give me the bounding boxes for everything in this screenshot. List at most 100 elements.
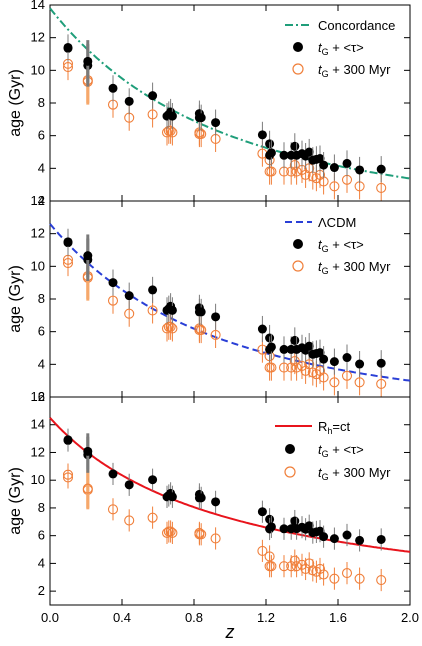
open-point: [318, 372, 329, 383]
y-tick-label: 4: [38, 356, 45, 371]
filled-point: [211, 312, 221, 322]
filled-point: [148, 285, 158, 295]
filled-point: [257, 130, 267, 140]
panel-2-filled-points: [63, 228, 386, 378]
open-point: [289, 160, 300, 171]
legend-open-marker: [292, 63, 304, 75]
filled-point: [279, 524, 289, 534]
filled-point: [319, 354, 329, 364]
open-point: [376, 574, 387, 586]
open-point: [329, 181, 340, 192]
panel-1-y-label: age (Gyr): [7, 69, 24, 137]
filled-point: [290, 141, 300, 151]
panel-2-frame: [49, 200, 411, 398]
legend-open-marker: [292, 260, 304, 272]
y-tick-label: 8: [38, 291, 45, 306]
open-point: [318, 569, 329, 580]
legend-filled-label: tG + <τ>: [318, 237, 364, 254]
filled-point: [376, 164, 386, 174]
open-point: [266, 166, 277, 177]
filled-point: [63, 237, 73, 247]
filled-point: [304, 521, 314, 531]
x-tick-label: 2.0: [401, 610, 419, 625]
open-point: [311, 566, 322, 577]
y-tick-label: 6: [38, 324, 45, 339]
y-tick-label: 14: [31, 0, 45, 12]
filled-point: [124, 480, 134, 490]
filled-point: [167, 492, 177, 502]
filled-point: [211, 118, 221, 128]
legend-filled-marker: [293, 239, 303, 249]
y-tick-label: 8: [38, 500, 45, 515]
open-point: [196, 324, 207, 336]
open-point: [278, 561, 290, 572]
filled-point: [342, 353, 352, 363]
filled-point: [329, 357, 339, 367]
open-point: [147, 512, 158, 523]
filled-point: [211, 497, 221, 507]
open-point: [329, 377, 340, 388]
x-tick-label: 1.2: [257, 610, 275, 625]
y-tick-label: 12: [31, 30, 45, 45]
open-point: [107, 295, 119, 306]
open-point: [124, 515, 135, 526]
filled-point: [342, 158, 352, 168]
panel-lcdm: age (Gyr) 2 4 6 8 10 12 14 ΛCDM tG + <τ> tG + …: [7, 193, 411, 404]
panel-3-y-label: age (Gyr): [7, 467, 24, 535]
panel-3-open-points: [62, 463, 387, 592]
panel-concordance: age (Gyr) 2 4 6 8 10 12 14 Concordance tG + <τ…: [7, 0, 411, 208]
open-point: [165, 526, 176, 537]
filled-point: [196, 493, 206, 503]
legend-open-label: tG + 300 Myr: [318, 465, 391, 482]
y-tick-label: 14: [31, 193, 45, 208]
legend-rhct-label: Rh=ct: [318, 419, 350, 436]
filled-point: [148, 475, 158, 485]
panel-1-model-curve: [49, 7, 411, 180]
legend-lcdm-label: ΛCDM: [318, 215, 356, 230]
filled-point: [124, 291, 134, 301]
y-tick-label: 10: [31, 472, 45, 487]
open-point: [147, 305, 158, 316]
y-tick-label: 4: [38, 160, 45, 175]
filled-point: [319, 532, 329, 542]
y-tick-label: 12: [31, 444, 45, 459]
filled-point: [376, 534, 386, 544]
open-point: [341, 568, 353, 579]
y-tick-label: 6: [38, 528, 45, 543]
open-point: [165, 125, 176, 136]
open-point: [300, 563, 311, 574]
panel-3-y-ticks: 2 4 6 8 10 12 14 16: [31, 389, 411, 605]
open-point: [286, 561, 297, 572]
filled-point: [355, 535, 365, 545]
model-curve: [49, 7, 411, 180]
panel-2-y-ticks: 2 4 6 8 10 12 14: [31, 193, 411, 404]
filled-point: [108, 278, 118, 288]
filled-point: [329, 163, 339, 173]
y-tick-label: 10: [31, 258, 45, 273]
x-tick-label: 0.0: [41, 610, 59, 625]
legend-filled-label: tG + <τ>: [318, 40, 364, 57]
panel-3-legend: Rh=ct tG + <τ> tG + 300 Myr: [275, 419, 391, 482]
y-tick-label: 2: [38, 583, 45, 598]
panel-2-legend: ΛCDM tG + <τ> tG + 300 Myr: [285, 215, 391, 276]
legend-concordance-label: Concordance: [318, 18, 395, 33]
open-point: [165, 321, 176, 332]
x-tick-label: 1.6: [329, 610, 347, 625]
open-point: [266, 362, 277, 373]
open-point: [62, 469, 74, 480]
open-point: [354, 573, 365, 584]
filled-point: [63, 42, 73, 52]
open-point: [341, 370, 353, 381]
open-point: [289, 356, 300, 367]
filled-point: [196, 113, 206, 123]
filled-point: [304, 341, 314, 351]
filled-point: [257, 507, 267, 517]
y-tick-label: 16: [31, 389, 45, 404]
legend-open-label: tG + 300 Myr: [318, 259, 391, 276]
y-tick-label: 14: [31, 417, 45, 432]
filled-point: [279, 344, 289, 354]
filled-point: [266, 342, 276, 352]
open-point: [329, 573, 340, 584]
filled-point: [319, 160, 329, 170]
